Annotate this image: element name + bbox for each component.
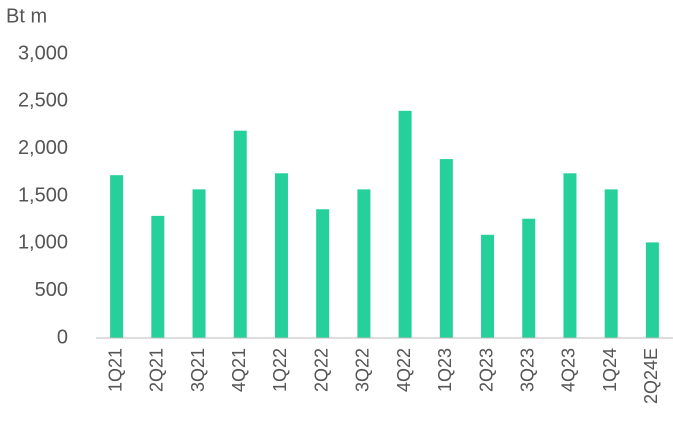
bar [233,130,247,338]
bar [481,234,495,338]
x-tick-label: 3Q21 [188,348,208,392]
y-axis-label: Bt m [6,5,47,27]
y-tick-label: 1,500 [18,184,68,206]
bar [151,215,165,338]
x-tick-label: 4Q21 [229,348,249,392]
x-tick-label: 1Q22 [270,348,290,392]
x-tick-label: 2Q23 [476,348,496,392]
bar [522,218,536,338]
x-tick-label: 2Q22 [311,348,331,392]
x-tick-label: 2Q24E [641,348,661,404]
bar [316,209,330,338]
x-tick-label: 3Q23 [518,348,538,392]
x-tick-label: 4Q22 [394,348,414,392]
y-tick-label: 2,000 [18,137,68,159]
y-tick-label: 0 [57,326,68,348]
x-tick-label: 3Q22 [353,348,373,392]
bar [563,173,577,338]
bar [398,110,412,338]
bar [274,173,288,338]
y-tick-label: 500 [35,279,68,301]
bar [110,175,124,338]
bar [439,159,453,338]
bar [357,189,371,338]
bar [604,189,618,338]
bar [645,242,659,338]
x-tick-label: 4Q23 [559,348,579,392]
x-tick-label: 1Q21 [105,348,125,392]
y-tick-label: 3,000 [18,42,68,64]
x-tick-label: 1Q23 [435,348,455,392]
y-tick-label: 1,000 [18,232,68,254]
y-tick-label: 2,500 [18,90,68,112]
x-tick-label: 1Q24 [600,348,620,392]
bar [192,189,206,338]
x-tick-label: 2Q21 [147,348,167,392]
